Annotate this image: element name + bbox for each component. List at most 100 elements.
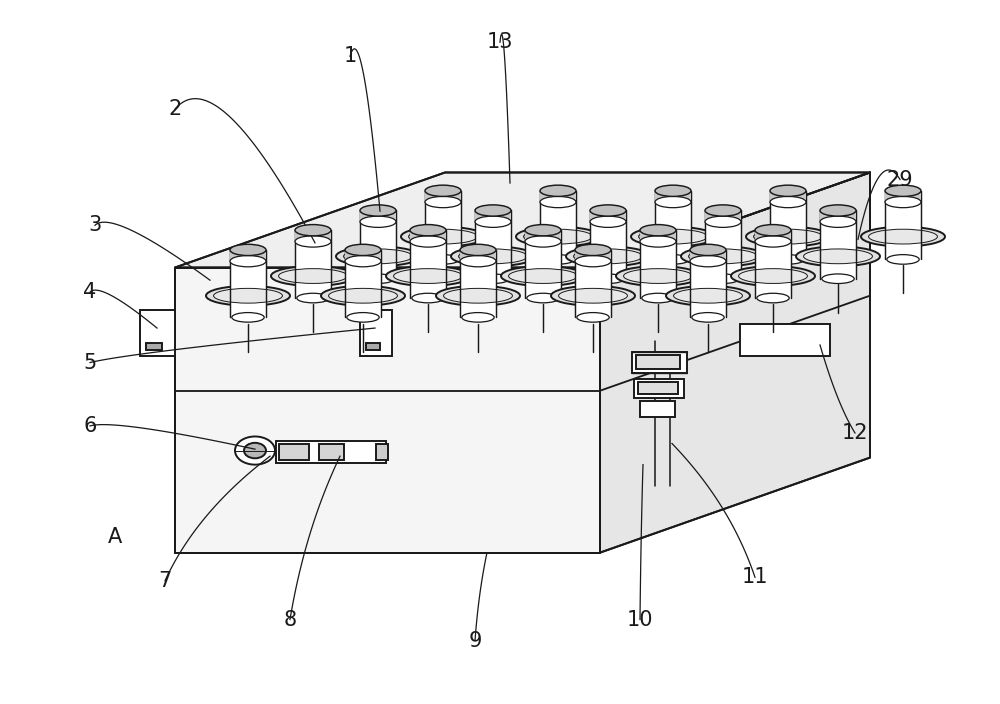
Ellipse shape — [559, 289, 627, 303]
Polygon shape — [690, 250, 726, 318]
Polygon shape — [820, 210, 856, 222]
Text: 5: 5 — [83, 353, 97, 372]
Ellipse shape — [412, 294, 444, 303]
Polygon shape — [345, 250, 381, 318]
Ellipse shape — [861, 227, 945, 246]
Bar — [146, 343, 162, 350]
Ellipse shape — [739, 269, 807, 284]
Polygon shape — [590, 210, 626, 279]
Ellipse shape — [707, 274, 739, 284]
Polygon shape — [705, 210, 741, 279]
Ellipse shape — [527, 294, 559, 303]
Text: A: A — [108, 527, 122, 547]
Polygon shape — [540, 191, 576, 202]
Ellipse shape — [616, 266, 700, 286]
Polygon shape — [690, 250, 726, 261]
Ellipse shape — [475, 205, 511, 216]
Text: 4: 4 — [83, 282, 97, 302]
Ellipse shape — [590, 205, 626, 216]
Polygon shape — [575, 250, 611, 261]
Polygon shape — [525, 230, 561, 241]
Polygon shape — [770, 191, 806, 202]
Bar — [376, 444, 388, 460]
Polygon shape — [525, 230, 561, 298]
Bar — [740, 324, 830, 356]
Ellipse shape — [345, 244, 381, 256]
Polygon shape — [295, 230, 331, 241]
Polygon shape — [460, 250, 496, 261]
Polygon shape — [755, 230, 791, 241]
Ellipse shape — [271, 266, 355, 286]
Ellipse shape — [329, 289, 397, 303]
Text: 1: 1 — [343, 46, 357, 66]
Polygon shape — [885, 191, 921, 259]
Ellipse shape — [401, 227, 485, 246]
Ellipse shape — [624, 269, 692, 284]
Ellipse shape — [295, 225, 331, 236]
Ellipse shape — [344, 249, 412, 264]
Ellipse shape — [820, 205, 856, 216]
Polygon shape — [425, 191, 461, 259]
Ellipse shape — [230, 244, 266, 256]
Polygon shape — [175, 268, 600, 553]
Ellipse shape — [577, 313, 609, 322]
Ellipse shape — [755, 225, 791, 236]
Ellipse shape — [525, 225, 561, 236]
Ellipse shape — [820, 216, 856, 227]
Ellipse shape — [244, 443, 266, 458]
Ellipse shape — [746, 227, 830, 246]
Ellipse shape — [770, 185, 806, 196]
Polygon shape — [655, 191, 691, 202]
Bar — [276, 441, 386, 463]
Ellipse shape — [631, 227, 715, 246]
Text: 7: 7 — [158, 571, 172, 591]
Ellipse shape — [566, 246, 650, 266]
Ellipse shape — [459, 249, 527, 264]
Polygon shape — [175, 172, 870, 268]
Ellipse shape — [436, 286, 520, 306]
Ellipse shape — [705, 216, 741, 227]
Text: 11: 11 — [742, 567, 768, 587]
Polygon shape — [295, 230, 331, 298]
Ellipse shape — [689, 249, 757, 264]
Bar — [140, 310, 175, 356]
Ellipse shape — [692, 313, 724, 322]
Bar — [366, 343, 380, 350]
Ellipse shape — [410, 225, 446, 236]
Ellipse shape — [477, 274, 509, 284]
Polygon shape — [590, 210, 626, 222]
Ellipse shape — [214, 289, 282, 303]
Ellipse shape — [460, 244, 496, 256]
Ellipse shape — [887, 255, 919, 264]
Polygon shape — [575, 250, 611, 318]
Ellipse shape — [540, 196, 576, 208]
Text: 12: 12 — [842, 423, 868, 443]
Ellipse shape — [731, 266, 815, 286]
Ellipse shape — [690, 256, 726, 267]
Ellipse shape — [754, 230, 822, 244]
Text: 9: 9 — [468, 631, 482, 650]
Ellipse shape — [674, 289, 742, 303]
Ellipse shape — [362, 274, 394, 284]
Ellipse shape — [235, 436, 275, 465]
Ellipse shape — [232, 313, 264, 322]
Ellipse shape — [540, 185, 576, 196]
Text: 8: 8 — [283, 610, 297, 629]
Polygon shape — [360, 210, 396, 279]
Ellipse shape — [336, 246, 420, 266]
Polygon shape — [230, 250, 266, 261]
Text: 6: 6 — [83, 416, 97, 436]
Polygon shape — [475, 210, 511, 279]
Bar — [638, 382, 678, 394]
Text: 3: 3 — [88, 215, 102, 235]
Polygon shape — [425, 191, 461, 202]
Ellipse shape — [409, 230, 477, 244]
Ellipse shape — [425, 185, 461, 196]
Ellipse shape — [444, 289, 512, 303]
Ellipse shape — [460, 256, 496, 267]
Polygon shape — [475, 210, 511, 222]
Text: 29: 29 — [887, 170, 913, 189]
Polygon shape — [755, 230, 791, 298]
Bar — [279, 444, 309, 460]
Ellipse shape — [295, 236, 331, 247]
